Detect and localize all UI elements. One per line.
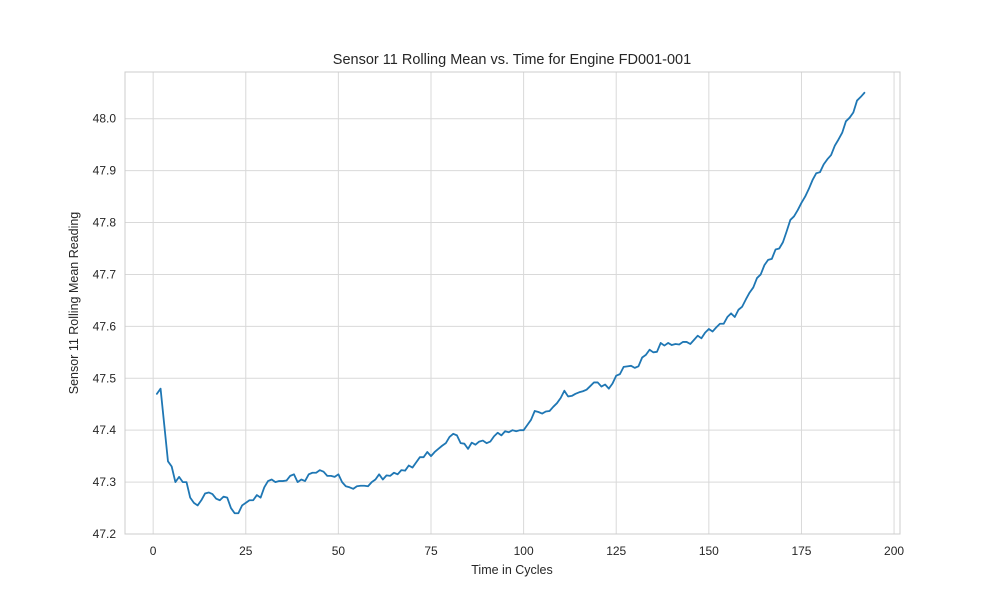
x-tick-label: 175 bbox=[791, 544, 811, 558]
x-tick-label: 0 bbox=[150, 544, 157, 558]
y-tick-label: 47.2 bbox=[93, 527, 117, 541]
y-tick-label: 47.9 bbox=[93, 164, 117, 178]
y-tick-label: 47.5 bbox=[93, 371, 117, 385]
y-axis-label: Sensor 11 Rolling Mean Reading bbox=[67, 212, 81, 395]
y-tick-label: 47.7 bbox=[93, 267, 117, 281]
x-tick-label: 25 bbox=[239, 544, 253, 558]
series-layer bbox=[155, 91, 866, 515]
y-tick-label: 47.8 bbox=[93, 216, 117, 230]
y-tick-labels: 47.2 47.3 47.4 47.5 47.6 47.7 47.8 47.9 48.0 bbox=[93, 112, 117, 541]
x-tick-label: 100 bbox=[514, 544, 534, 558]
grid bbox=[125, 72, 900, 535]
x-tick-label: 200 bbox=[884, 544, 904, 558]
x-tick-labels: 0 25 50 75 100 125 150 175 200 bbox=[150, 544, 905, 558]
y-tick-label: 48.0 bbox=[93, 112, 117, 126]
chart-title: Sensor 11 Rolling Mean vs. Time for Engi… bbox=[333, 52, 691, 68]
x-tick-label: 75 bbox=[424, 544, 438, 558]
y-tick-label: 47.4 bbox=[93, 423, 117, 437]
x-axis-label: Time in Cycles bbox=[471, 563, 553, 577]
x-tick-label: 125 bbox=[606, 544, 626, 558]
x-tick-label: 150 bbox=[699, 544, 719, 558]
series-line bbox=[155, 91, 866, 515]
plot-frame bbox=[124, 71, 901, 535]
x-tick-label: 50 bbox=[332, 544, 346, 558]
y-tick-label: 47.3 bbox=[93, 475, 117, 489]
y-tick-label: 47.6 bbox=[93, 319, 117, 333]
